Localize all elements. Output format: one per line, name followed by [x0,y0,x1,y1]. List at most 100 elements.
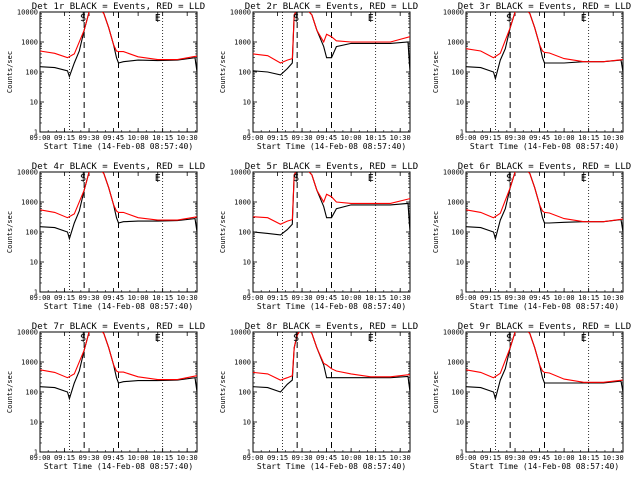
x-tick-label: 09:15 [480,134,501,142]
y-tick-label: 1 [34,449,38,457]
y-tick-label: 1 [247,449,251,457]
panel-chart: Det 6r BLACK = Events, RED = LLD 1 10 100 10… [432,162,631,311]
x-tick-label: 10:30 [177,454,198,462]
x-tick-label: 09:45 [316,294,337,302]
marker-label: S [293,173,299,184]
detector-panel: Det 5r BLACK = Events, RED = LLD 1 10 100 10… [213,160,426,320]
x-tick-label: 10:15 [152,454,173,462]
panel-chart: Det 5r BLACK = Events, RED = LLD 1 10 100 10… [219,162,418,311]
x-tick-label: 10:00 [128,454,149,462]
x-tick-label: 09:00 [29,454,50,462]
y-tick-label: 10 [30,99,38,107]
panel-chart: Det 7r BLACK = Events, RED = LLD 1 10 100 10… [6,322,205,471]
marker-label: S [80,13,86,24]
x-tick-label: 09:45 [316,134,337,142]
series-line-lld [253,12,410,64]
marker-label: E [581,13,587,24]
x-axis-label: Start Time (14-Feb-08 08:57:40) [44,302,193,311]
panel-title: Det 3r BLACK = Events, RED = LLD [458,2,631,12]
y-tick-label: 1 [247,129,251,137]
x-tick-label: 09:45 [103,294,124,302]
x-tick-label: 10:15 [365,294,386,302]
y-tick-label: 1000 [21,39,38,47]
y-tick-label: 1 [460,289,464,297]
x-tick-label: 09:30 [79,454,100,462]
y-tick-label: 10 [456,419,464,427]
y-tick-label: 10000 [443,329,464,337]
marker-label: E [581,173,587,184]
x-tick-label: 09:30 [292,454,313,462]
x-tick-label: 09:45 [316,454,337,462]
detector-panel: Det 1r BLACK = Events, RED = LLD 1 10 100 10… [0,0,213,160]
series-group [253,172,410,236]
y-tick-label: 100 [238,229,251,237]
x-tick-label: 10:30 [390,294,411,302]
x-tick-label: 09:15 [267,294,288,302]
y-tick-label: 100 [25,229,38,237]
x-axis-label: Start Time (14-Feb-08 08:57:40) [470,142,619,151]
y-tick-label: 1000 [21,359,38,367]
y-tick-label: 10 [243,419,251,427]
marker-label: S [293,333,299,344]
x-tick-label: 09:00 [29,134,50,142]
x-tick-label: 09:30 [505,294,526,302]
x-tick-label: 09:30 [292,134,313,142]
detector-panel: Det 3r BLACK = Events, RED = LLD 1 10 100 10… [426,0,639,160]
detector-panel: Det 8r BLACK = Events, RED = LLD 1 10 100 10… [213,320,426,480]
x-tick-label: 09:45 [529,454,550,462]
panel-title: Det 6r BLACK = Events, RED = LLD [458,162,631,172]
y-tick-label: 1000 [234,359,251,367]
x-tick-label: 09:00 [242,454,263,462]
marker-label: E [368,13,374,24]
x-tick-label: 09:45 [103,454,124,462]
y-axis-label: Counts/sec [219,371,227,413]
x-tick-label: 10:15 [578,454,599,462]
x-tick-label: 10:15 [365,134,386,142]
x-tick-label: 09:15 [480,294,501,302]
x-tick-label: 10:00 [554,454,575,462]
y-tick-label: 100 [25,389,38,397]
panel-title: Det 5r BLACK = Events, RED = LLD [245,162,418,172]
x-tick-label: 09:30 [505,134,526,142]
x-tick-label: 09:30 [79,134,100,142]
panel-title: Det 8r BLACK = Events, RED = LLD [245,322,418,332]
detector-panel: Det 9r BLACK = Events, RED = LLD 1 10 100 10… [426,320,639,480]
series-line-lld [466,12,623,63]
x-tick-label: 10:15 [152,294,173,302]
detector-panel: Det 4r BLACK = Events, RED = LLD 1 10 100 10… [0,160,213,320]
x-axis-label: Start Time (14-Feb-08 08:57:40) [257,142,406,151]
x-axis-label: Start Time (14-Feb-08 08:57:40) [470,462,619,471]
series-group [40,332,197,401]
marker-label: S [80,173,86,184]
x-tick-label: 10:00 [341,454,362,462]
panel-chart: Det 1r BLACK = Events, RED = LLD 1 10 100 10… [6,2,205,151]
x-tick-label: 09:30 [292,294,313,302]
x-tick-label: 09:15 [54,454,75,462]
marker-label: S [506,13,512,24]
x-tick-label: 10:00 [341,134,362,142]
y-tick-label: 100 [451,389,464,397]
x-tick-label: 10:00 [554,294,575,302]
x-tick-label: 09:15 [54,294,75,302]
detector-panel: Det 2r BLACK = Events, RED = LLD 1 10 100 10… [213,0,426,160]
y-tick-label: 10 [30,259,38,267]
marker-label: S [506,333,512,344]
x-tick-label: 09:00 [242,294,263,302]
marker-label: S [293,13,299,24]
x-tick-label: 10:15 [578,294,599,302]
x-tick-label: 09:15 [54,134,75,142]
detector-panel: Det 7r BLACK = Events, RED = LLD 1 10 100 10… [0,320,213,480]
x-tick-label: 09:30 [505,454,526,462]
x-tick-label: 10:00 [128,294,149,302]
series-line-lld [40,332,197,381]
panel-title: Det 9r BLACK = Events, RED = LLD [458,322,631,332]
x-tick-label: 10:00 [554,134,575,142]
series-group [253,12,410,76]
y-tick-label: 1 [247,289,251,297]
series-group [40,172,197,241]
y-axis-label: Counts/sec [6,51,14,93]
y-tick-label: 10 [456,99,464,107]
x-tick-label: 09:45 [529,294,550,302]
y-axis-label: Counts/sec [432,51,440,93]
